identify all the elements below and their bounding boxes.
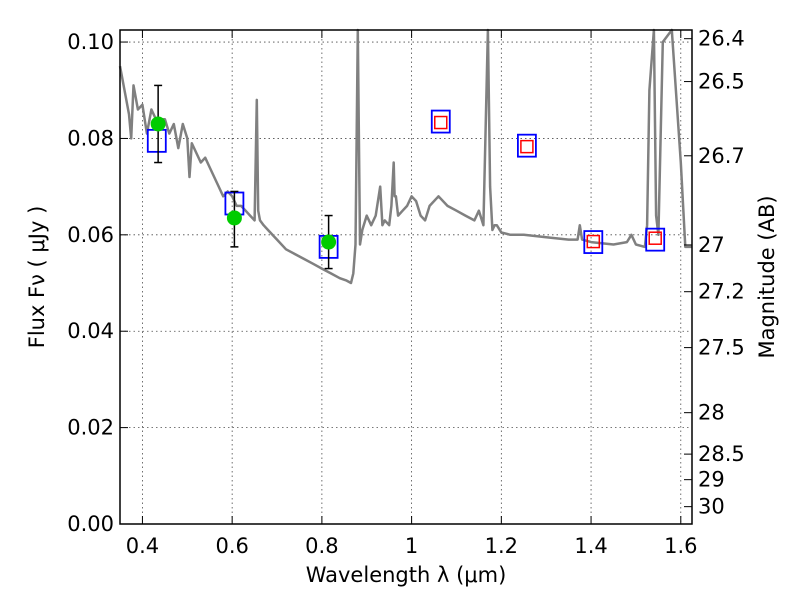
right-tick-label: 28.5: [698, 442, 745, 466]
y-tick-label: 0.08: [67, 126, 114, 150]
x-tick-labels: 0.4 0.6 0.8 1 1.2 1.4 1.6: [126, 534, 698, 558]
right-tick-label: 26.7: [698, 144, 745, 168]
y-tick-label: 0.06: [67, 223, 114, 247]
model-photometry-red-square: [586, 234, 601, 249]
model-photometry-red-square: [520, 139, 534, 154]
x-tick-label: 1.6: [664, 534, 697, 558]
right-tick-label: 27.5: [698, 336, 745, 360]
plot-area: [118, 28, 692, 285]
x-tick-label: 1.2: [485, 534, 518, 558]
x-tick-label: 1.4: [574, 534, 607, 558]
x-tick-label: 0.6: [215, 534, 248, 558]
axes-frame: [119, 29, 693, 525]
model-spectrum-line: [118, 28, 692, 285]
y-tick-label: 0.02: [67, 416, 114, 440]
y-axis-title-right: Magnitude (AB): [755, 195, 779, 358]
model-photometry-square: [583, 230, 604, 254]
x-axis-title: Wavelength λ (μm): [306, 563, 507, 587]
model-photometry-square: [517, 133, 537, 158]
model-photometry-square: [146, 128, 167, 153]
right-tick-label: 29: [698, 468, 725, 492]
x-tick-label: 0.4: [126, 534, 159, 558]
observed-flux-point: [226, 210, 242, 226]
y-tick-label: 0.10: [67, 30, 114, 54]
y-axis-title-left: Flux Fν ( μJy ): [25, 206, 49, 349]
right-tick-label: 28: [698, 401, 725, 425]
observed-flux-point: [321, 234, 337, 250]
right-tick-label: 27: [698, 233, 725, 257]
grid-lines: [120, 30, 692, 525]
x-tick-label: 0.8: [305, 534, 338, 558]
observed-flux-point: [150, 116, 166, 132]
model-photometry-square: [645, 227, 666, 252]
model-photometry-square: [430, 109, 451, 134]
y-tick-labels: 0.00 0.02 0.04 0.06 0.08 0.10: [67, 30, 114, 536]
y-tick-label: 0.04: [67, 319, 114, 343]
tick-marks: [120, 30, 692, 525]
right-tick-labels: 26.4 26.5 26.7 27 27.2 27.5 28 28.529 30: [698, 27, 745, 519]
model-photometry-red-square: [434, 115, 448, 130]
right-tick-label: 26.4: [698, 27, 745, 51]
model-photometry-red-square: [648, 231, 662, 245]
x-tick-label: 1: [405, 534, 418, 558]
right-tick-label: 30: [698, 495, 725, 519]
y-tick-label: 0.00: [67, 512, 114, 536]
right-tick-label: 27.2: [698, 280, 745, 304]
right-tick-label: 26.5: [698, 70, 745, 94]
